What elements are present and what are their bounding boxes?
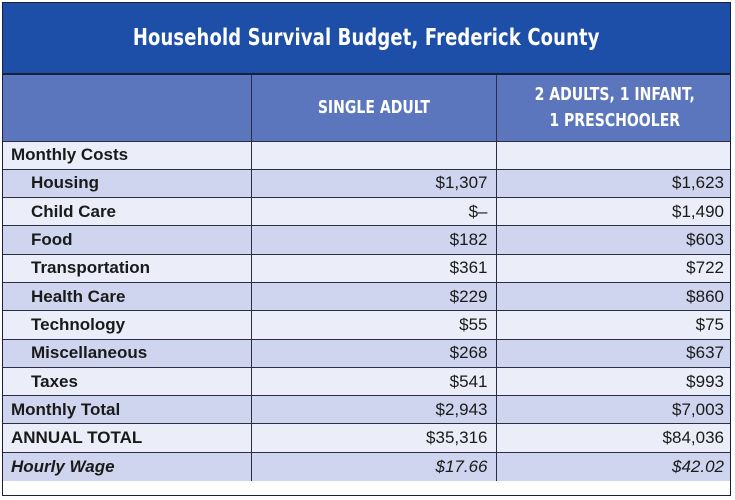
row-label: Taxes — [3, 366, 252, 397]
row-label: Child Care — [3, 197, 252, 227]
budget-table-frame: Household Survival Budget, Frederick Cou… — [2, 2, 731, 496]
row-label: Technology — [3, 310, 252, 340]
header-family: 2 ADULTS, 1 INFANT, 1 PRESCHOOLER — [495, 75, 730, 142]
table-row: Miscellaneous $268 $637 — [3, 338, 730, 368]
budget-table: SINGLE ADULT 2 ADULTS, 1 INFANT, 1 PRESC… — [3, 75, 730, 481]
single-adult-value: $55 — [250, 310, 497, 340]
table-title: Household Survival Budget, Frederick Cou… — [133, 25, 600, 51]
hourly-wage-family: $42.02 — [495, 451, 730, 481]
table-row: Food $182 $603 — [3, 225, 730, 255]
annual-total-family: $84,036 — [495, 423, 730, 453]
hourly-wage-single: $17.66 — [250, 451, 497, 481]
single-adult-value: $229 — [250, 281, 497, 312]
table-row: Housing $1,307 $1,623 — [3, 168, 730, 199]
header-label-cell — [3, 75, 252, 142]
monthly-total-label: Monthly Total — [3, 395, 252, 425]
section-empty-cell — [495, 140, 730, 170]
header-family-line2: 1 PRESCHOOLER — [548, 109, 680, 131]
section-empty-cell — [250, 140, 497, 170]
hourly-wage-row: Hourly Wage $17.66 $42.02 — [3, 451, 730, 481]
table-row: Health Care $229 $860 — [3, 281, 730, 312]
title-bar: Household Survival Budget, Frederick Cou… — [3, 3, 730, 75]
monthly-total-single: $2,943 — [250, 395, 497, 425]
header-single-adult-text: SINGLE ADULT — [317, 96, 430, 118]
section-label: Monthly Costs — [3, 140, 252, 170]
row-label: Housing — [3, 168, 252, 199]
table-row: Transportation $361 $722 — [3, 253, 730, 283]
family-value: $860 — [495, 281, 730, 312]
single-adult-value: $361 — [250, 253, 497, 283]
header-single-adult: SINGLE ADULT — [250, 75, 497, 142]
single-adult-value: $1,307 — [250, 168, 497, 199]
table-row: Child Care $– $1,490 — [3, 197, 730, 227]
single-adult-value: $541 — [250, 366, 497, 397]
row-label: Food — [3, 225, 252, 255]
table-row: Taxes $541 $993 — [3, 366, 730, 397]
annual-total-label: ANNUAL TOTAL — [3, 423, 252, 453]
monthly-total-row: Monthly Total $2,943 $7,003 — [3, 395, 730, 425]
family-value: $993 — [495, 366, 730, 397]
annual-total-single: $35,316 — [250, 423, 497, 453]
family-value: $1,623 — [495, 168, 730, 199]
header-family-text: 2 ADULTS, 1 INFANT, 1 PRESCHOOLER — [534, 82, 694, 134]
hourly-wage-label: Hourly Wage — [3, 451, 252, 481]
header-row: SINGLE ADULT 2 ADULTS, 1 INFANT, 1 PRESC… — [3, 75, 730, 142]
table-row: Technology $55 $75 — [3, 310, 730, 340]
row-label: Health Care — [3, 281, 252, 312]
family-value: $1,490 — [495, 197, 730, 227]
family-value: $722 — [495, 253, 730, 283]
row-label: Miscellaneous — [3, 338, 252, 368]
header-family-line1: 2 ADULTS, 1 INFANT, — [534, 83, 695, 105]
family-value: $637 — [495, 338, 730, 368]
section-row-monthly-costs: Monthly Costs — [3, 140, 730, 170]
annual-total-row: ANNUAL TOTAL $35,316 $84,036 — [3, 423, 730, 453]
single-adult-value: $– — [250, 197, 497, 227]
single-adult-value: $268 — [250, 338, 497, 368]
monthly-total-family: $7,003 — [495, 395, 730, 425]
family-value: $75 — [495, 310, 730, 340]
single-adult-value: $182 — [250, 225, 497, 255]
row-label: Transportation — [3, 253, 252, 283]
family-value: $603 — [495, 225, 730, 255]
